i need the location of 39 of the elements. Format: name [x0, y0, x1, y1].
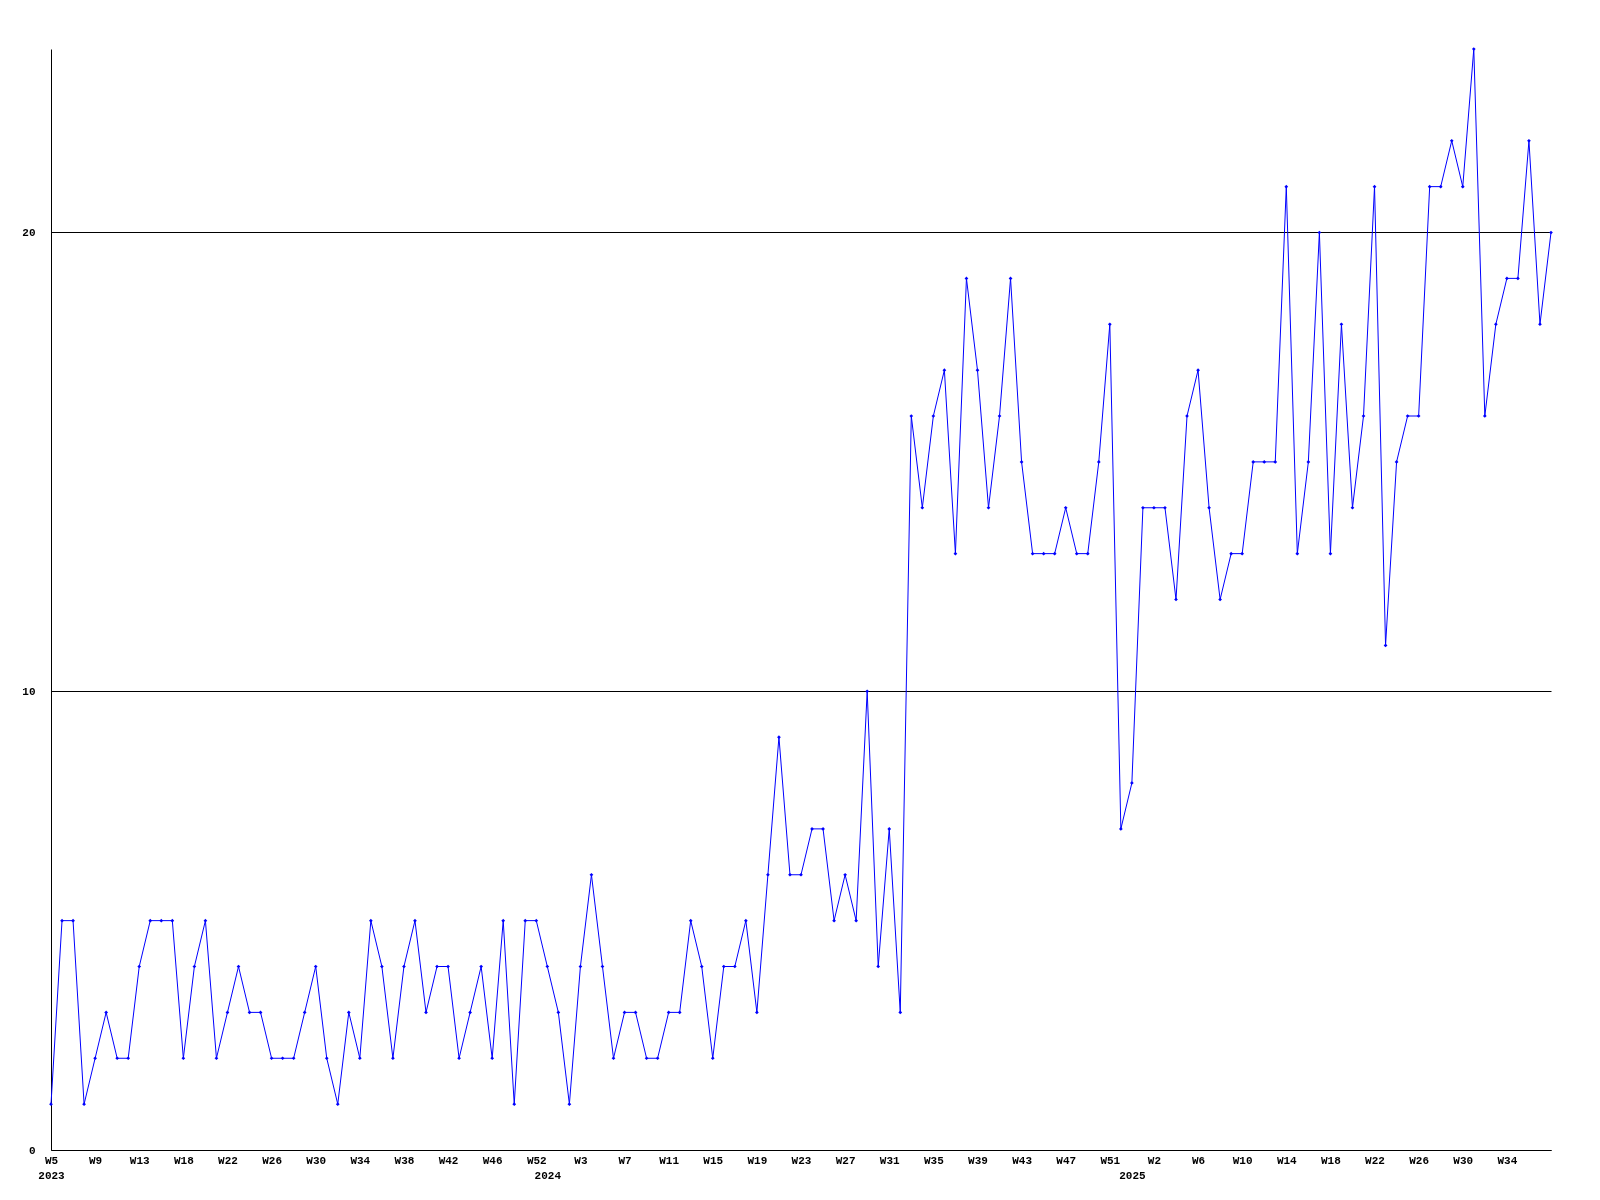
x-tick-label: W15 — [703, 1154, 724, 1167]
x-tick-label: W51 — [1100, 1154, 1121, 1167]
x-tick-label: W22 — [1365, 1154, 1385, 1167]
x-tick-label: W30 — [306, 1154, 327, 1167]
x-tick-label: W46 — [482, 1154, 503, 1167]
x-tick-label: W27 — [835, 1154, 856, 1167]
x-tick-label: W13 — [129, 1154, 151, 1167]
x-tick-label: 2024 — [534, 1169, 562, 1182]
x-tick-label: W11 — [659, 1154, 680, 1167]
x-tick-label: W31 — [879, 1154, 901, 1167]
x-tick-label: W19 — [747, 1154, 768, 1167]
x-tick-label: W18 — [173, 1154, 195, 1167]
x-tick-label: W30 — [1453, 1154, 1474, 1167]
x-tick-label: W6 — [1191, 1154, 1206, 1167]
x-tick-label: W9 — [89, 1154, 103, 1167]
x-tick-label: W3 — [574, 1154, 588, 1167]
x-tick-label: W23 — [791, 1154, 812, 1167]
x-tick-label: W43 — [1012, 1154, 1033, 1167]
x-tick-label: W26 — [1409, 1154, 1430, 1167]
x-tick-label: W52 — [526, 1154, 547, 1167]
x-tick-label: W7 — [618, 1154, 632, 1167]
x-tick-label: W18 — [1321, 1154, 1342, 1167]
x-tick-label: W39 — [968, 1154, 988, 1167]
y-tick-label: 10 — [22, 685, 36, 698]
x-tick-label: W42 — [438, 1154, 459, 1167]
x-tick-label: 2025 — [1119, 1169, 1146, 1182]
x-tick-label: W22 — [218, 1154, 238, 1167]
y-tick-label: 20 — [22, 227, 36, 239]
y-tick-label: 0 — [28, 1144, 36, 1157]
x-tick-label: W34 — [1497, 1154, 1518, 1167]
x-tick-label: W47 — [1056, 1154, 1077, 1167]
x-tick-label: W26 — [262, 1154, 282, 1167]
x-tick-label: W14 — [1276, 1154, 1298, 1167]
x-tick-label: W5 2023 — [38, 1154, 66, 1182]
x-tick-label: W34 — [350, 1154, 371, 1167]
x-tick-label: W35 — [923, 1154, 945, 1167]
x-tick-label: W2 — [1147, 1154, 1162, 1167]
x-tick-label: W10 — [1232, 1154, 1253, 1167]
x-tick-label: W38 — [394, 1154, 415, 1167]
